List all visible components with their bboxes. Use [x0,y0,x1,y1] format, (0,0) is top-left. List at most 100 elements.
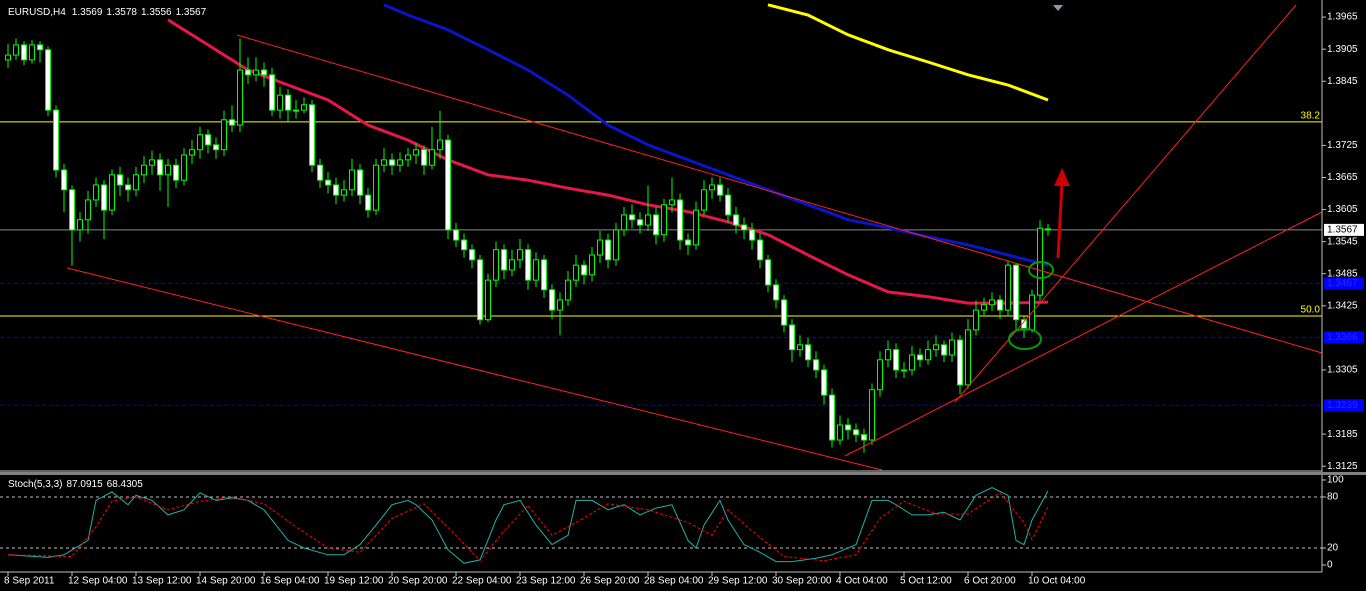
candle-body [997,299,1003,311]
candle-body [117,174,123,186]
candle-body [1013,264,1019,321]
candle-body [941,344,947,356]
candle-body [413,149,419,156]
drawn-objects [66,4,1323,471]
candle-body [773,284,779,301]
candle-body [93,184,99,201]
candle-body [69,189,75,231]
candle-body [133,174,139,191]
candle-body [445,139,451,231]
candle-body [693,209,699,246]
x-tick-label: 12 Sep 04:00 [68,576,128,587]
y-tick-label: 1.3605 [1327,204,1358,215]
candle-body [13,44,19,56]
candle-body [821,369,827,396]
indicator-signal-value: 68.4305 [107,479,144,490]
x-tick-label: 6 Oct 20:00 [964,576,1016,587]
x-tick-label: 13 Sep 12:00 [132,576,192,587]
candle-body [381,159,387,166]
candle-body [589,254,595,276]
candle-body [101,184,107,211]
candle-body [189,149,195,156]
candle-body [389,159,395,166]
candle-body [877,359,883,391]
x-tick-label: 14 Sep 20:00 [196,576,256,587]
candle-body [501,249,507,271]
candle-body [869,389,875,441]
candle-body [717,184,723,196]
candle-body [141,164,147,176]
candle-body [77,219,83,231]
x-tick-label: 5 Oct 12:00 [900,576,952,587]
candle-body [965,329,971,386]
candle-body [781,299,787,326]
candle-body [981,304,987,311]
candle-body [301,104,307,111]
candle-body [565,279,571,301]
candle-body [853,429,859,436]
candle-body [605,239,611,261]
candle-body [5,54,11,61]
y-tick-label: 1.3965 [1327,12,1358,23]
price-level-label: 1.3366 [1327,332,1358,343]
candle-body [325,179,331,186]
candle-body [181,154,187,181]
x-tick-label: 19 Sep 12:00 [324,576,384,587]
candle-body [765,259,771,286]
y-tick-label: 1.3665 [1327,172,1358,183]
fib-level-label: 50.0 [1301,305,1321,316]
candle-body [533,259,539,281]
price-level-box [1324,399,1364,412]
candle-body [845,424,851,431]
candle-body [557,299,563,311]
candle-body [165,164,171,176]
candle-body [461,239,467,251]
candle-body [925,349,931,361]
candle-body [573,264,579,281]
candle-body [453,229,459,241]
x-tick-label: 22 Sep 04:00 [452,576,512,587]
candle-body [149,159,155,166]
trend-line [236,34,1323,354]
x-tick-label: 30 Sep 20:00 [772,576,832,587]
candle-body [213,144,219,151]
candle-body [29,44,35,61]
candle-body [901,369,907,372]
highlight-ellipse [1008,328,1042,350]
candle-body [21,44,27,61]
candle-body [37,44,43,51]
candle-body [221,119,227,151]
price-level-box [1324,331,1364,344]
moving-average [383,3,1049,267]
x-tick-label: 10 Oct 04:00 [1028,576,1086,587]
candle-body [269,74,275,111]
candle-body [549,289,555,311]
candle-body [829,394,835,441]
candle-body [477,259,483,321]
y-tick-label: 1.3545 [1327,236,1358,247]
candle-body [205,134,211,146]
candle-body [669,199,675,206]
y-tick-label: 1.3485 [1327,268,1358,279]
candle-body [173,164,179,181]
y-tick-label: 1.3725 [1327,140,1358,151]
candle-body [253,69,259,76]
x-tick-label: 8 Sep 2011 [4,576,55,587]
candle-body [517,249,523,261]
candle-body [1005,264,1011,311]
candle-body [469,249,475,261]
price-level-label: 1.3467 [1327,278,1358,289]
candle-body [861,434,867,441]
candle-body [109,174,115,211]
indicator-title: Stoch(5,3,3) [8,479,62,490]
candle-body [885,349,891,361]
candle-body [957,339,963,386]
candle-body [757,239,763,261]
x-tick-label: 20 Sep 20:00 [388,576,448,587]
chart-shift-marker [1053,5,1063,11]
chart-header: EURUSD,H4 1.3569 1.3578 1.3556 1.3567 [8,7,207,18]
candle-body [485,279,491,321]
candle-body [125,184,131,191]
price-level-label: 1.3239 [1327,400,1358,411]
candle-body [333,184,339,196]
